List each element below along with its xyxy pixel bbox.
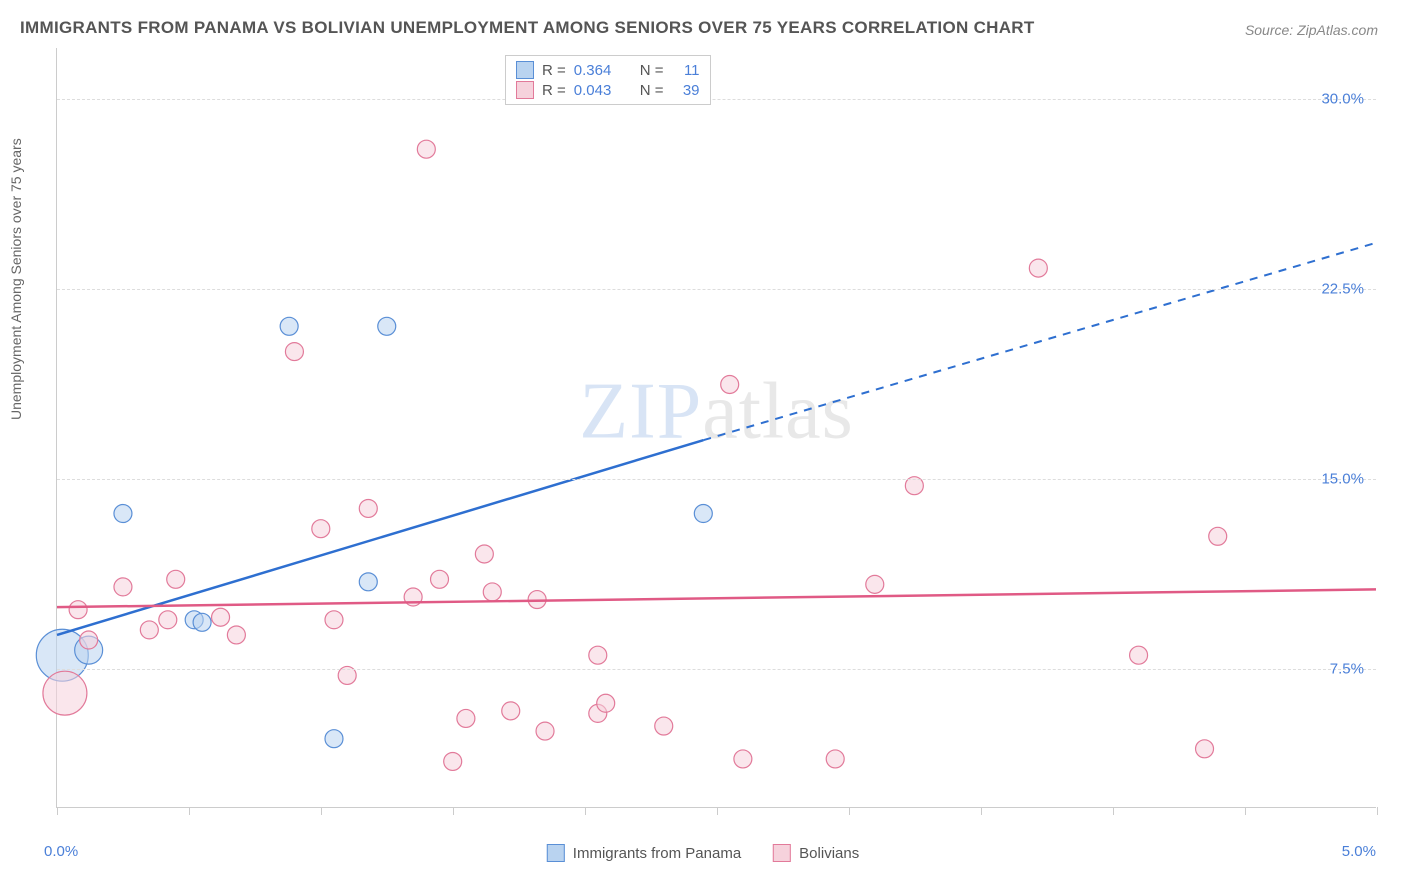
data-point bbox=[866, 575, 884, 593]
data-point bbox=[114, 505, 132, 523]
data-point bbox=[826, 750, 844, 768]
legend-swatch bbox=[773, 844, 791, 862]
r-label: R = bbox=[542, 62, 566, 79]
x-tick bbox=[1245, 807, 1246, 815]
x-tick bbox=[585, 807, 586, 815]
x-tick bbox=[189, 807, 190, 815]
y-tick-label: 30.0% bbox=[1321, 90, 1364, 107]
data-point bbox=[312, 520, 330, 538]
n-value: 39 bbox=[672, 82, 700, 99]
legend-series-label: Immigrants from Panama bbox=[573, 845, 741, 862]
data-point bbox=[69, 601, 87, 619]
legend-series-item: Immigrants from Panama bbox=[547, 844, 741, 862]
data-point bbox=[325, 730, 343, 748]
r-value: 0.043 bbox=[574, 82, 626, 99]
gridline bbox=[57, 479, 1376, 480]
data-point bbox=[1196, 740, 1214, 758]
data-point bbox=[457, 709, 475, 727]
data-point bbox=[140, 621, 158, 639]
data-point bbox=[193, 613, 211, 631]
plot-area: ZIPatlas 7.5%15.0%22.5%30.0% bbox=[56, 48, 1376, 808]
r-label: R = bbox=[542, 82, 566, 99]
x-tick bbox=[849, 807, 850, 815]
regression-line bbox=[57, 589, 1376, 607]
legend-correlation-row: R = 0.364 N = 11 bbox=[516, 60, 700, 80]
data-point bbox=[721, 376, 739, 394]
y-tick-label: 7.5% bbox=[1330, 660, 1364, 677]
x-tick bbox=[57, 807, 58, 815]
legend-series-label: Bolivians bbox=[799, 845, 859, 862]
data-point bbox=[475, 545, 493, 563]
data-point bbox=[325, 611, 343, 629]
source-attribution: Source: ZipAtlas.com bbox=[1245, 22, 1378, 38]
y-axis-title: Unemployment Among Seniors over 75 years bbox=[8, 138, 24, 420]
y-tick-label: 22.5% bbox=[1321, 280, 1364, 297]
x-axis-max-label: 5.0% bbox=[1342, 843, 1376, 860]
data-point bbox=[1029, 259, 1047, 277]
data-point bbox=[655, 717, 673, 735]
n-value: 11 bbox=[672, 62, 700, 79]
x-tick bbox=[717, 807, 718, 815]
x-axis-min-label: 0.0% bbox=[44, 843, 78, 860]
data-point bbox=[536, 722, 554, 740]
data-point bbox=[483, 583, 501, 601]
data-point bbox=[285, 343, 303, 361]
n-label: N = bbox=[640, 82, 664, 99]
y-tick-label: 15.0% bbox=[1321, 470, 1364, 487]
data-point bbox=[43, 671, 87, 715]
legend-swatch bbox=[516, 81, 534, 99]
data-point bbox=[212, 608, 230, 626]
data-point bbox=[694, 505, 712, 523]
n-label: N = bbox=[640, 62, 664, 79]
data-point bbox=[227, 626, 245, 644]
chart-title: IMMIGRANTS FROM PANAMA VS BOLIVIAN UNEMP… bbox=[20, 18, 1035, 38]
r-value: 0.364 bbox=[574, 62, 626, 79]
legend-correlation: R = 0.364 N = 11 R = 0.043 N = 39 bbox=[505, 55, 711, 105]
data-point bbox=[114, 578, 132, 596]
data-point bbox=[359, 499, 377, 517]
data-point bbox=[1130, 646, 1148, 664]
x-tick bbox=[321, 807, 322, 815]
chart-svg bbox=[57, 48, 1376, 807]
data-point bbox=[431, 570, 449, 588]
data-point bbox=[80, 631, 98, 649]
gridline bbox=[57, 289, 1376, 290]
gridline bbox=[57, 669, 1376, 670]
data-point bbox=[1209, 527, 1227, 545]
data-point bbox=[378, 317, 396, 335]
data-point bbox=[589, 646, 607, 664]
data-point bbox=[502, 702, 520, 720]
data-point bbox=[597, 694, 615, 712]
data-point bbox=[444, 752, 462, 770]
data-point bbox=[167, 570, 185, 588]
x-tick bbox=[453, 807, 454, 815]
x-tick bbox=[981, 807, 982, 815]
legend-swatch bbox=[547, 844, 565, 862]
legend-correlation-row: R = 0.043 N = 39 bbox=[516, 80, 700, 100]
data-point bbox=[159, 611, 177, 629]
x-tick bbox=[1113, 807, 1114, 815]
legend-swatch bbox=[516, 61, 534, 79]
legend-series: Immigrants from Panama Bolivians bbox=[547, 844, 859, 862]
data-point bbox=[734, 750, 752, 768]
data-point bbox=[280, 317, 298, 335]
data-point bbox=[359, 573, 377, 591]
legend-series-item: Bolivians bbox=[773, 844, 859, 862]
x-tick bbox=[1377, 807, 1378, 815]
gridline bbox=[57, 99, 1376, 100]
data-point bbox=[417, 140, 435, 158]
